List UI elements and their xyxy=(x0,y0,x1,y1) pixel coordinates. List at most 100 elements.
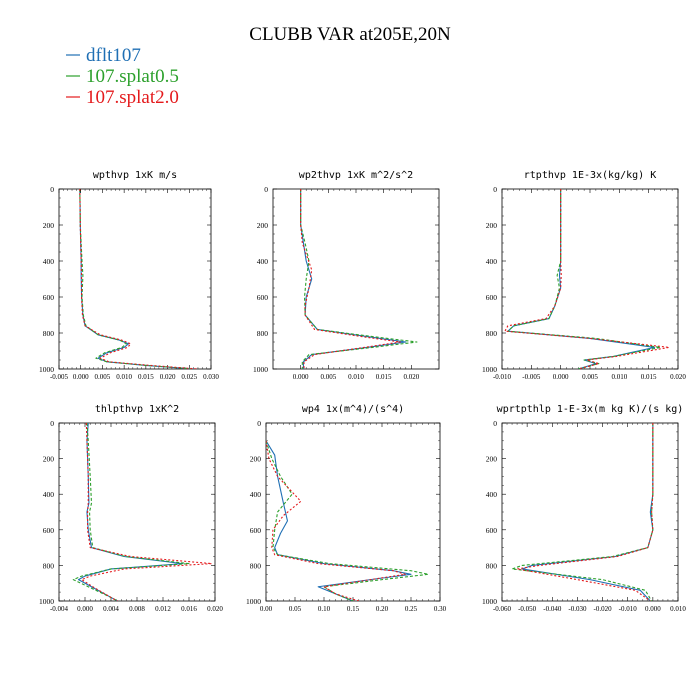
xtick-label: 0.008 xyxy=(129,605,145,613)
series-line-107.splat0.5 xyxy=(300,189,418,369)
series-line-dflt107 xyxy=(521,423,654,601)
ytick-label: 800 xyxy=(257,329,269,338)
panel-5: wprtpthlp 1-E-3x(m kg K)/(s kg) -0.060 -0.… xyxy=(482,404,686,613)
xtick-label: -0.030 xyxy=(568,605,587,613)
ytick-label: 600 xyxy=(43,293,55,302)
xtick-label: 0.15 xyxy=(347,605,360,613)
ytick-label: 400 xyxy=(250,490,262,499)
panel-series-0 xyxy=(79,189,199,369)
xtick-label: 0.020 xyxy=(403,373,419,381)
panel-title-0: wpthvp 1xK m/s xyxy=(93,170,177,181)
ytick-label: 800 xyxy=(43,329,55,338)
panel-4: wp4 1x(m^4)/(s^4) 0.00 0.05 0.10 0.15 0.20 0.2… xyxy=(246,404,447,613)
ytick-label: 800 xyxy=(486,561,498,570)
ytick-label: 0 xyxy=(264,185,268,194)
ytick-label: 200 xyxy=(257,221,269,230)
panel-series-5 xyxy=(511,423,654,601)
figure-title: CLUBB VAR at205E,20N xyxy=(249,24,451,45)
series-line-107.splat2.0 xyxy=(504,189,670,369)
series-line-107.splat0.5 xyxy=(72,423,190,601)
xtick-label: -0.020 xyxy=(594,605,613,613)
xtick-label: 0.010 xyxy=(348,373,364,381)
legend-label-1: 107.splat0.5 xyxy=(86,66,179,87)
ytick-label: 400 xyxy=(43,257,55,266)
ytick-label: 1000 xyxy=(482,597,497,606)
ytick-label: 0 xyxy=(50,419,54,428)
panel-frame-0 xyxy=(58,188,212,370)
series-line-107.splat0.5 xyxy=(511,423,654,601)
xtick-label: 0.25 xyxy=(405,605,418,613)
panels: wpthvp 1xK m/s-0.005 0.000 0.005 0.010 0.015… xyxy=(39,170,686,613)
xtick-label: -0.060 xyxy=(493,605,512,613)
ytick-label: 1000 xyxy=(39,365,54,374)
legend-label-2: 107.splat2.0 xyxy=(86,87,179,108)
xtick-label: 0.000 xyxy=(293,373,309,381)
xtick-label: 0.000 xyxy=(553,373,569,381)
ytick-label: 200 xyxy=(486,455,498,464)
xtick-label: 0.016 xyxy=(181,605,197,613)
xtick-label: 0.015 xyxy=(138,373,154,381)
xtick-label: 0.00 xyxy=(260,605,273,613)
xtick-label: 0.005 xyxy=(95,373,111,381)
panel-2: rtpthvp 1E-3x(kg/kg) K -0.010 -0.005 0.000 0… xyxy=(482,170,686,381)
ytick-label: 800 xyxy=(250,561,262,570)
ytick-label: 600 xyxy=(257,293,269,302)
series-line-dflt107 xyxy=(266,440,412,601)
xtick-label: 0.000 xyxy=(645,605,661,613)
xtick-label: 0.05 xyxy=(289,605,302,613)
ytick-label: 200 xyxy=(43,455,55,464)
ytick-label: 600 xyxy=(486,293,498,302)
ytick-label: 1000 xyxy=(246,597,261,606)
ytick-label: 0 xyxy=(493,185,497,194)
xtick-label: -0.005 xyxy=(50,373,69,381)
ytick-label: 0 xyxy=(493,419,497,428)
xtick-label: -0.004 xyxy=(50,605,69,613)
ytick-label: 1000 xyxy=(253,365,268,374)
panel-1: wp2thvp 1xK m^2/s^2 0.000 0.005 0.010 0.015 0… xyxy=(253,170,440,381)
panel-frame-4 xyxy=(265,422,441,602)
series-line-107.splat2.0 xyxy=(79,189,199,369)
ytick-label: 0 xyxy=(257,419,261,428)
xtick-label: 0.025 xyxy=(181,373,197,381)
ytick-label: 600 xyxy=(250,526,262,535)
ytick-label: 800 xyxy=(486,329,498,338)
panel-title-3: thlpthvp 1xK^2 xyxy=(95,404,179,415)
xtick-label: 0.010 xyxy=(611,373,627,381)
series-line-dflt107 xyxy=(79,189,194,369)
ytick-label: 200 xyxy=(250,455,262,464)
panel-title-2: rtpthvp 1E-3x(kg/kg) K xyxy=(524,170,656,181)
panel-series-3 xyxy=(72,423,213,601)
ytick-label: 200 xyxy=(486,221,498,230)
xtick-label: 0.005 xyxy=(582,373,598,381)
ytick-label: 200 xyxy=(43,221,55,230)
ytick-label: 400 xyxy=(486,490,498,499)
ytick-label: 600 xyxy=(486,526,498,535)
panel-series-2 xyxy=(504,189,670,369)
xtick-label: 0.015 xyxy=(376,373,392,381)
xtick-label: 0.30 xyxy=(434,605,447,613)
ytick-label: 0 xyxy=(50,185,54,194)
legend: dflt107 107.splat0.5 107.splat2.0 xyxy=(66,45,179,108)
ytick-label: 400 xyxy=(486,257,498,266)
ytick-label: 400 xyxy=(43,490,55,499)
xtick-label: 0.000 xyxy=(77,605,93,613)
panel-title-1: wp2thvp 1xK m^2/s^2 xyxy=(299,170,413,181)
xtick-label: -0.050 xyxy=(518,605,537,613)
xtick-label: -0.040 xyxy=(543,605,562,613)
xtick-label: 0.000 xyxy=(73,373,89,381)
series-line-107.splat2.0 xyxy=(81,423,213,601)
panel-3: thlpthvp 1xK^2 -0.004 0.000 0.004 0.008 0.012… xyxy=(39,404,223,613)
xtick-label: 0.10 xyxy=(318,605,331,613)
series-line-107.splat2.0 xyxy=(266,440,406,601)
ytick-label: 1000 xyxy=(39,597,54,606)
xtick-label: 0.004 xyxy=(103,605,119,613)
xtick-label: -0.005 xyxy=(522,373,541,381)
xtick-label: 0.020 xyxy=(207,605,223,613)
series-line-107.splat0.5 xyxy=(507,189,661,369)
series-line-dflt107 xyxy=(77,423,184,601)
xtick-label: -0.010 xyxy=(619,605,638,613)
panel-0: wpthvp 1xK m/s -0.005 0.000 0.005 0.010 0.015… xyxy=(39,170,219,381)
panel-series-4 xyxy=(266,440,429,601)
panel-title-4: wp4 1x(m^4)/(s^4) xyxy=(302,404,404,415)
